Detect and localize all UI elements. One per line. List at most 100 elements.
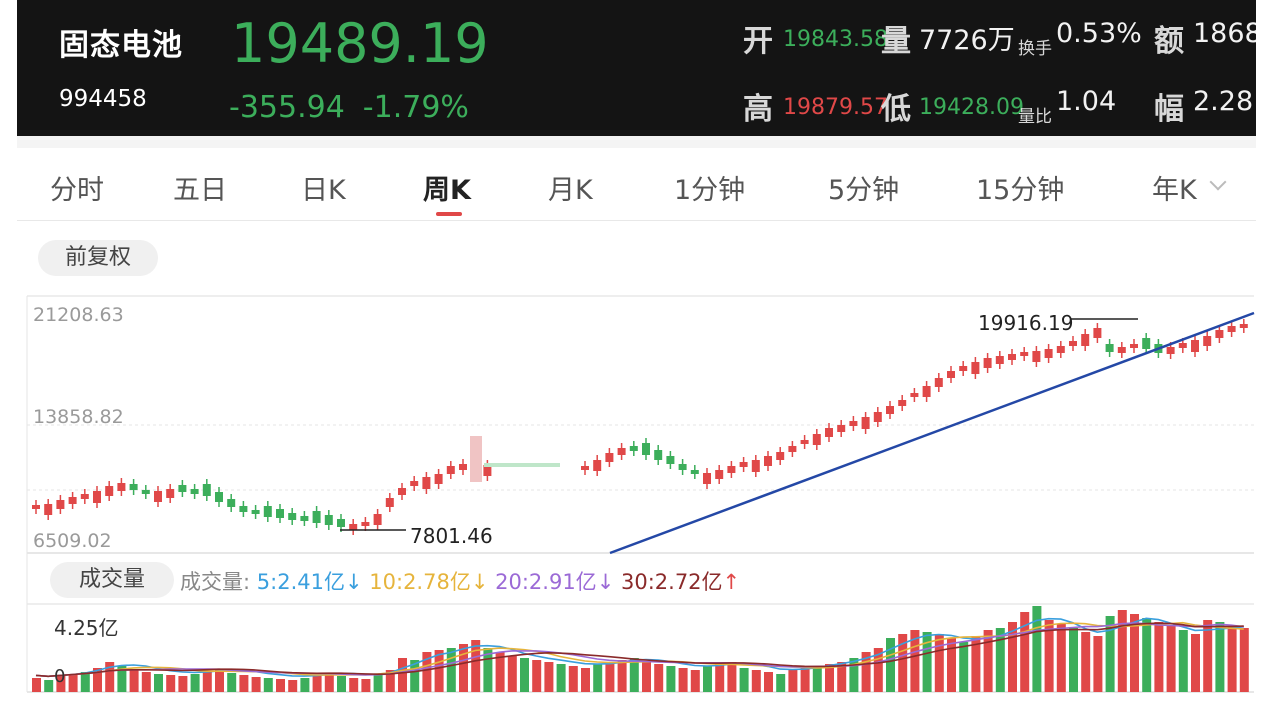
amount-label: 额	[1154, 24, 1184, 59]
candle-body	[32, 505, 40, 509]
volume-bar	[361, 679, 371, 692]
volume-bar	[190, 674, 200, 692]
candle-body	[263, 506, 272, 517]
volume-bar	[312, 676, 322, 692]
volume-bar	[1215, 622, 1225, 692]
last-price: 19489.19	[231, 12, 489, 75]
volume-ma-lines	[35, 617, 1244, 678]
volume-legend-prefix: 成交量:	[180, 570, 251, 594]
candle-body	[410, 481, 419, 486]
volume-bar	[910, 630, 920, 692]
volume-chip[interactable]: 成交量	[50, 562, 174, 598]
tab-five-day[interactable]: 五日	[173, 175, 227, 206]
volume-bar	[1154, 622, 1164, 692]
candle-body	[373, 514, 382, 525]
left-margin	[0, 0, 17, 725]
volume-bar	[898, 634, 908, 692]
tab-15-minute[interactable]: 15分钟	[976, 175, 1065, 206]
candle-body	[1239, 324, 1248, 328]
candle-body	[141, 490, 150, 494]
volume-bar	[1142, 618, 1152, 692]
candle-body	[251, 510, 260, 514]
candle-body	[934, 378, 943, 387]
high-label: 高	[743, 92, 773, 127]
candle-body	[300, 516, 309, 521]
volume-bar	[861, 652, 871, 692]
volume-bar	[215, 670, 224, 692]
volume-bar	[1191, 634, 1200, 692]
volume-bar	[959, 642, 969, 692]
ma5-arrow-down-icon: ↓	[344, 570, 363, 594]
volume-bar	[1044, 620, 1054, 692]
candle-body	[178, 485, 187, 492]
volume-bar	[44, 680, 54, 692]
candle-body	[617, 448, 626, 455]
active-tab-indicator	[436, 212, 462, 216]
turnover-label: 换手	[1018, 39, 1052, 59]
tab-daily-k[interactable]: 日K	[301, 175, 346, 206]
ma10-value: 10:2.78亿	[369, 570, 471, 594]
volume-bar	[837, 662, 847, 692]
ma10-arrow-down-icon: ↓	[470, 570, 489, 594]
candle-body	[1178, 343, 1187, 348]
low-label: 低	[881, 92, 911, 127]
volume-bar	[690, 670, 700, 692]
volume-bar	[471, 640, 481, 692]
volume-bar	[483, 648, 493, 692]
stock-code: 994458	[59, 86, 147, 112]
volume-bar	[300, 678, 310, 692]
candle-body	[849, 421, 858, 426]
candle-body	[910, 393, 919, 397]
tab-monthly-k[interactable]: 月K	[548, 175, 593, 206]
candle-body	[1032, 351, 1041, 362]
volume-axis-bottom: 0	[54, 666, 66, 687]
volume-bar	[654, 664, 664, 692]
candle-body	[434, 474, 443, 484]
candle-body	[922, 386, 931, 397]
volume-bar	[495, 652, 505, 692]
volume-bar	[922, 632, 932, 692]
low-annotation: 7801.46	[410, 524, 493, 548]
candle-body	[44, 504, 53, 515]
volume-bar	[507, 656, 517, 692]
price-axis-bottom: 6509.02	[33, 530, 112, 552]
candle-body	[1044, 349, 1053, 358]
tab-weekly-k[interactable]: 周K	[423, 175, 471, 206]
candle-body	[812, 434, 821, 445]
volume-bar	[1008, 622, 1017, 692]
candle-body	[68, 497, 77, 504]
change-percent: -1.79%	[362, 90, 469, 125]
volume-bar	[1056, 624, 1066, 692]
volume-bar	[80, 672, 90, 692]
tab-intraday[interactable]: 分时	[50, 175, 104, 206]
candle-body	[459, 464, 467, 470]
volume-bar	[751, 670, 761, 692]
volume-bar	[422, 652, 432, 692]
price-change: -355.94 -1.79%	[229, 90, 487, 125]
tab-1-minute[interactable]: 1分钟	[674, 175, 746, 206]
volume-bar	[642, 662, 651, 692]
volume-bar	[568, 666, 578, 692]
candle-body	[422, 477, 431, 489]
candle-body	[678, 464, 687, 470]
candle-body	[959, 366, 968, 371]
volume-bar	[1081, 632, 1091, 692]
tab-yearly-k[interactable]: 年K	[1152, 175, 1197, 206]
volume-value: 7726万	[919, 25, 1015, 56]
volume-bar	[605, 662, 615, 692]
adjust-mode-chip[interactable]: 前复权	[38, 240, 158, 276]
candle-body	[776, 452, 785, 460]
volume-bar	[1032, 606, 1042, 692]
open-value: 19843.58	[783, 27, 888, 52]
tab-5-minute[interactable]: 5分钟	[828, 175, 900, 206]
volume-bar	[934, 634, 944, 692]
right-margin	[1256, 0, 1280, 725]
candle-body	[715, 470, 724, 479]
candle-body	[703, 473, 711, 484]
volume-bar	[629, 658, 639, 692]
candle-body	[202, 484, 211, 496]
volume-bar	[434, 650, 444, 692]
volume-bar	[251, 677, 261, 692]
volume-bar	[581, 668, 590, 692]
